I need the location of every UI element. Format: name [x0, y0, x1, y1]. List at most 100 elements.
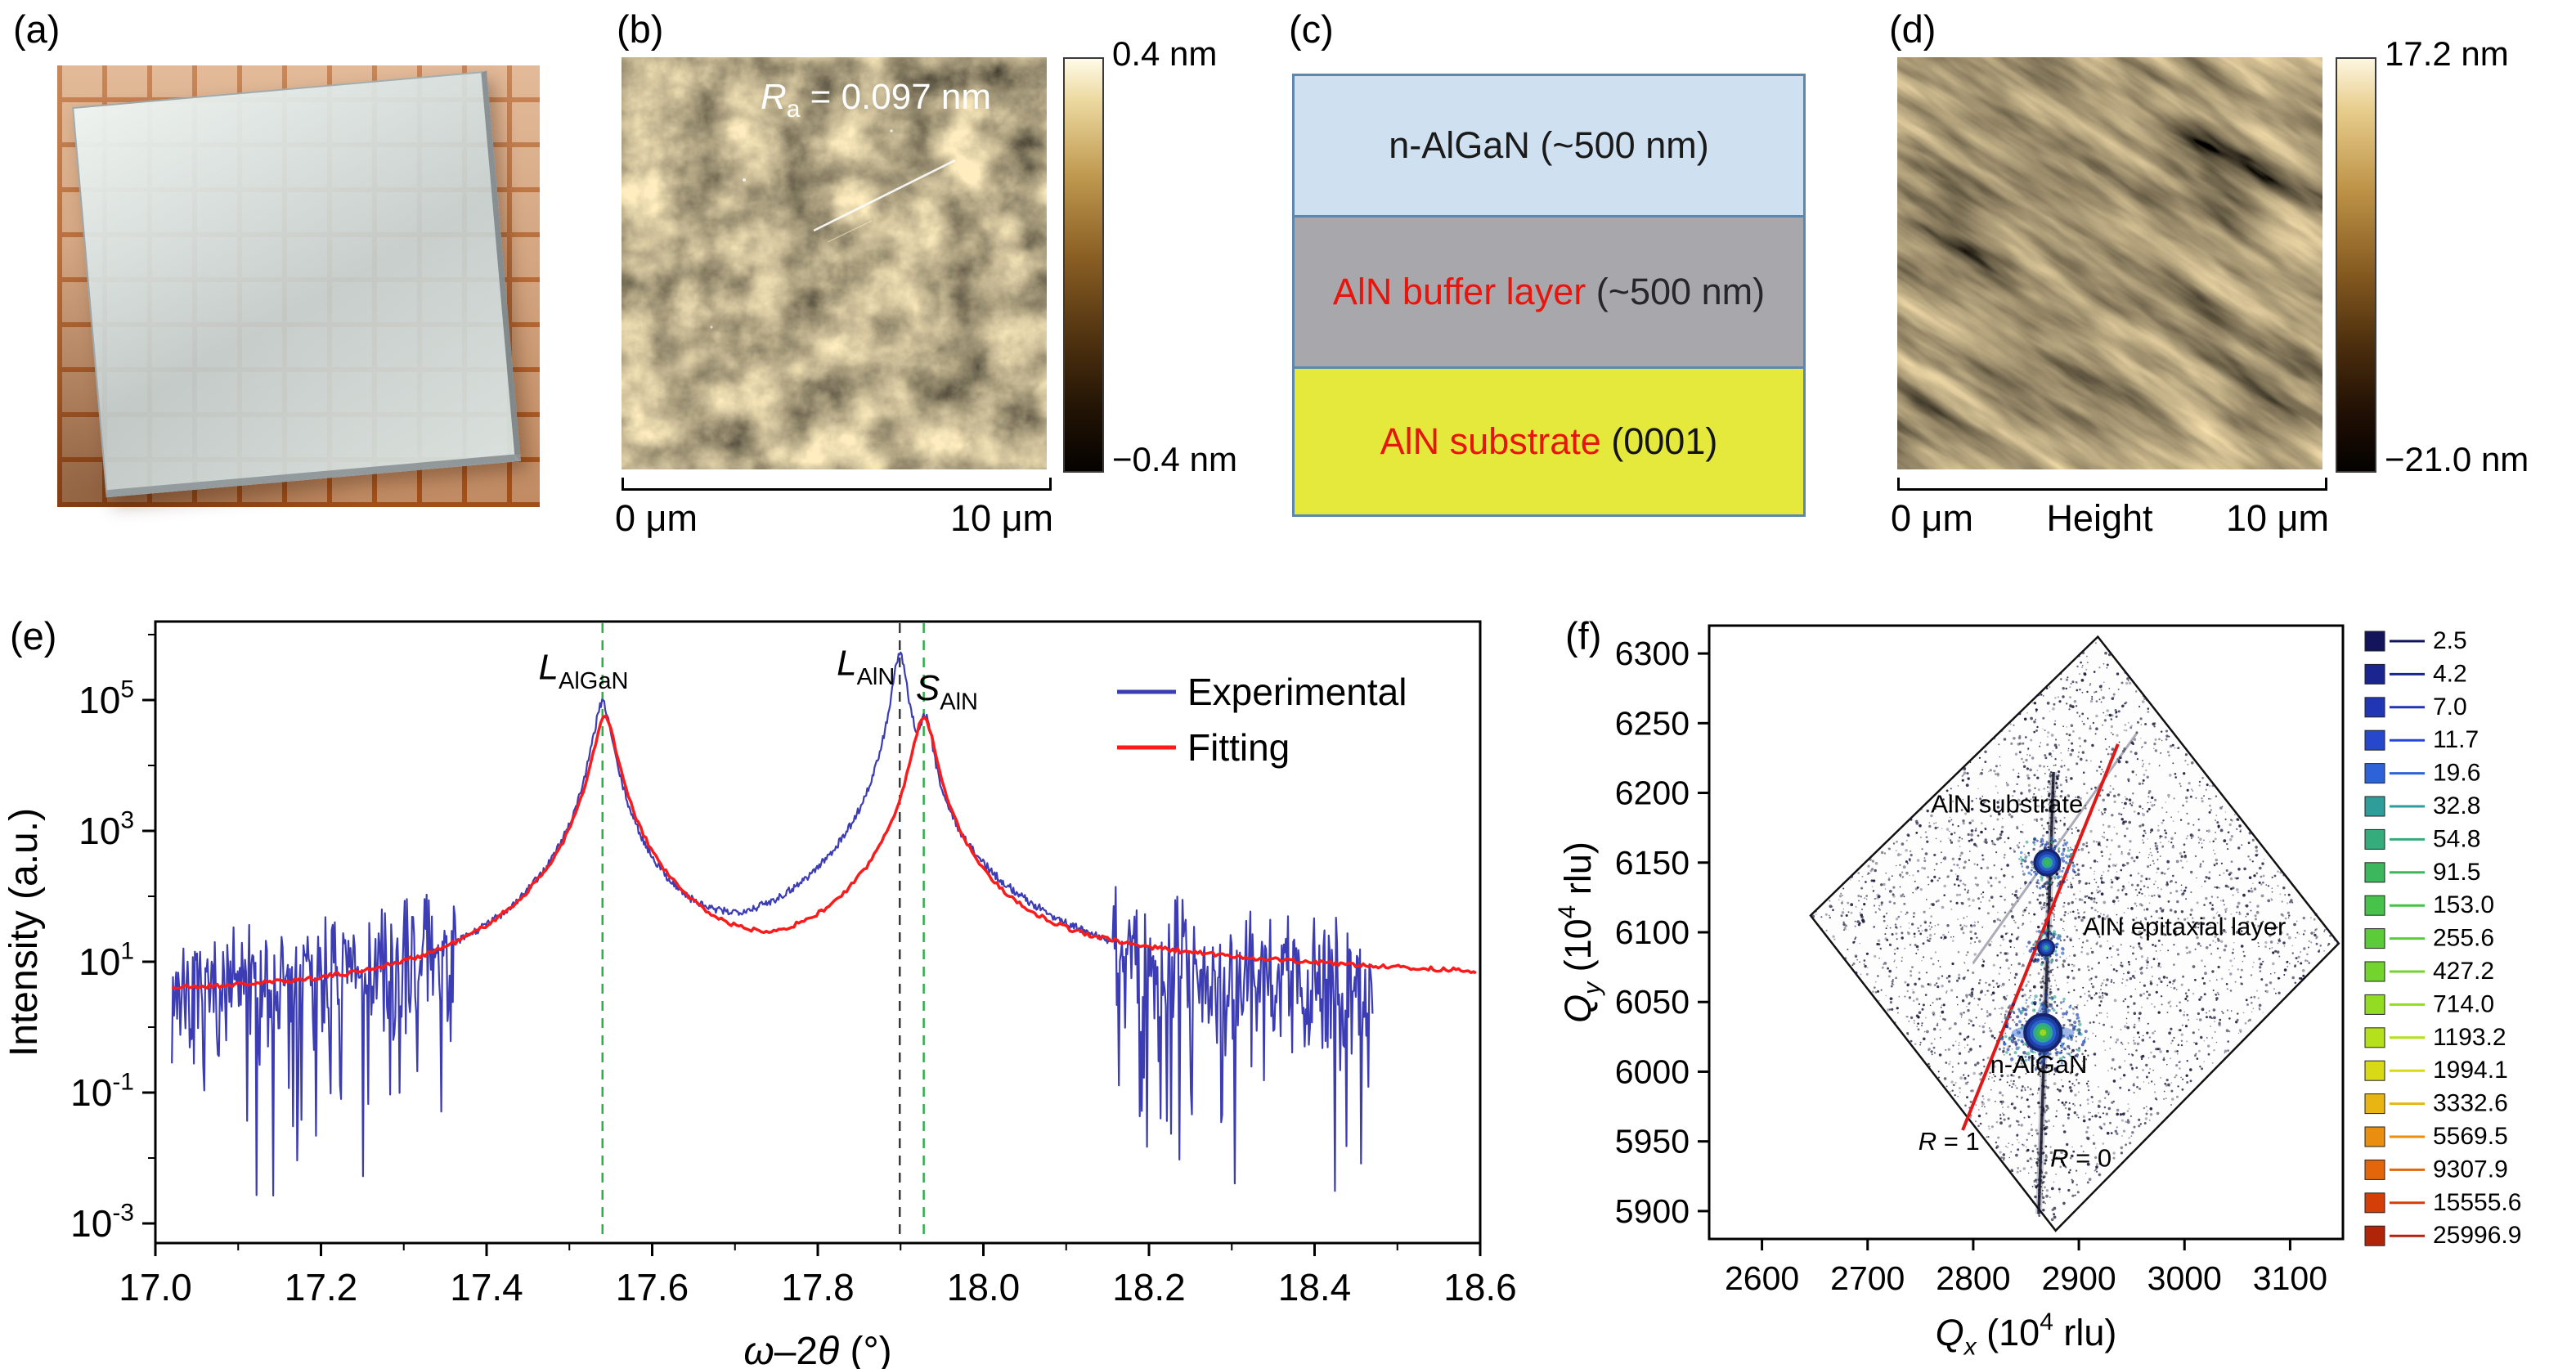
- scalebar-b-left: 0 μm: [615, 497, 698, 539]
- x-tick-label: 2600: [1725, 1259, 1799, 1297]
- y-tick-label: 10-3: [70, 1200, 134, 1245]
- xrd-plot: 17.0 17.2 17.4 17.6 17.8 18.0 18.2 18.4 18.6 105 1…: [2, 620, 1517, 1369]
- intensity-value: 11.7: [2433, 726, 2479, 753]
- scalebar-d: [1897, 478, 2327, 491]
- intensity-swatch: [2364, 763, 2385, 784]
- layer-n-algan-thickness: (~500 nm): [1529, 124, 1709, 166]
- y-tick-label: 5900: [1615, 1192, 1690, 1230]
- x-tick-label: 17.4: [450, 1266, 523, 1308]
- peak-label-algan: LAlGaN: [539, 647, 629, 693]
- afm-image-d: [1897, 57, 2322, 469]
- roughness-annotation: Ra = 0.097 nm: [761, 77, 991, 123]
- x-axis-title: ω–2θ (°): [743, 1330, 891, 1369]
- plot-frame: [154, 620, 1482, 1245]
- intensity-swatch: [2364, 1126, 2385, 1147]
- intensity-swatch: [2364, 928, 2385, 949]
- y-axis-title: Intensity (a.u.): [2, 808, 46, 1057]
- legend-label: Experimental: [1187, 671, 1407, 713]
- intensity-swatch: [2364, 895, 2385, 916]
- rsm-annotation-1: AlN epitaxial layer: [2083, 912, 2286, 940]
- layer-aln-buffer-name: AlN buffer layer: [1332, 271, 1586, 312]
- roughness-symbol: R: [761, 77, 787, 117]
- colorbar-b-min: −0.4 nm: [1112, 440, 1237, 478]
- rsm-plot: AlN substrate AlN epitaxial layer n-AlGaN R…: [1554, 624, 2521, 1361]
- scalebar-b-labels: 0 μm 10 μm: [615, 497, 1053, 540]
- rsm-annotation-0: AlN substrate: [1931, 789, 2083, 818]
- intensity-value: 7.0: [2433, 693, 2467, 720]
- intensity-value: 25996.9: [2433, 1222, 2521, 1249]
- scalebar-d-center: Height: [2046, 497, 2153, 539]
- intensity-value: 15555.6: [2433, 1189, 2521, 1216]
- speckle-layer: [1811, 642, 2340, 1222]
- panel-b-label: (b): [617, 7, 664, 51]
- y-tick-label: 6200: [1615, 774, 1690, 812]
- scalebar-b: [622, 478, 1052, 491]
- colorbar-d: [2336, 57, 2376, 473]
- intensity-value: 153.0: [2433, 891, 2494, 918]
- diffraction-peak-0: [2018, 836, 2076, 891]
- intensity-swatch: [2364, 1093, 2385, 1115]
- scalebar-d-right: 10 μm: [2226, 497, 2329, 539]
- scalebar-d-left: 0 μm: [1891, 497, 1973, 539]
- panel-e-label: (e): [10, 614, 57, 658]
- intensity-swatch: [2364, 631, 2385, 652]
- afm-b-scratch: [710, 129, 956, 329]
- x-axis-title: Qx (104 rlu): [1936, 1308, 2117, 1361]
- intensity-value: 714.0: [2433, 990, 2494, 1017]
- legend-label: Fitting: [1187, 726, 1290, 769]
- x-tick-label: 3000: [2147, 1259, 2222, 1297]
- relaxation-line: [1961, 743, 2120, 1131]
- afm-d-texture: [1897, 57, 2322, 469]
- afm-b-texture: [622, 57, 1047, 469]
- intensity-value: 427.2: [2433, 958, 2494, 985]
- panel-d-label: (d): [1889, 7, 1936, 51]
- layer-aln-buffer-thickness: (~500 nm): [1586, 271, 1766, 312]
- intensity-swatch: [2364, 697, 2385, 718]
- layer-n-algan-name: n-AlGaN: [1389, 124, 1530, 166]
- intensity-value: 3332.6: [2433, 1090, 2508, 1117]
- y-tick-label: 105: [79, 676, 134, 721]
- y-axis-title: Qy (104 rlu): [1554, 842, 1606, 1023]
- y-tick-label: 6050: [1615, 983, 1690, 1021]
- peak-label-aln: LAlN: [837, 644, 895, 690]
- xrd-scan-chart: 17.0 17.2 17.4 17.6 17.8 18.0 18.2 18.4 18.6 105 1…: [2, 620, 1517, 1369]
- y-tick-label: 10-1: [70, 1069, 134, 1114]
- intensity-swatch: [2364, 1225, 2385, 1246]
- series-fitting: [172, 714, 1477, 990]
- colorbar-d-min: −21.0 nm: [2385, 440, 2529, 478]
- x-tick-label: 3100: [2253, 1259, 2327, 1297]
- x-tick-label: 2800: [1936, 1259, 2010, 1297]
- y-tick-label: 6150: [1615, 844, 1690, 882]
- y-tick-label: 6100: [1615, 913, 1690, 951]
- intensity-value: 9307.9: [2433, 1156, 2508, 1183]
- x-tick-label: 17.0: [119, 1266, 192, 1308]
- y-tick-label: 6250: [1615, 704, 1690, 742]
- rsm-annotation-2: n-AlGaN: [1990, 1050, 2088, 1079]
- intensity-swatch: [2364, 1060, 2385, 1081]
- intensity-value: 32.8: [2433, 792, 2480, 819]
- x-tick-label: 18.6: [1443, 1266, 1517, 1308]
- rsm-annotation-4: R = 0: [2050, 1143, 2112, 1172]
- intensity-value: 1193.2: [2433, 1024, 2506, 1051]
- layer-aln-substrate-name: AlN substrate: [1380, 420, 1601, 462]
- x-tick-label: 18.0: [947, 1266, 1021, 1308]
- sample-photo: [57, 65, 540, 507]
- layer-aln-substrate: AlN substrate (0001): [1292, 366, 1806, 517]
- colorbar-d-max: 17.2 nm: [2385, 34, 2509, 73]
- intensity-swatch: [2364, 828, 2385, 850]
- roughness-subscript: a: [786, 95, 801, 123]
- reciprocal-space-map: AlN substrate AlN epitaxial layer n-AlGaN R…: [1554, 624, 2521, 1361]
- intensity-swatch: [2364, 1027, 2385, 1048]
- scalebar-d-labels: 0 μm Height 10 μm: [1891, 497, 2329, 540]
- roughness-value: = 0.097 nm: [800, 77, 992, 117]
- x-tick-label: 17.8: [781, 1266, 855, 1308]
- y-tick-label: 103: [79, 807, 134, 852]
- intensity-value: 19.6: [2433, 760, 2480, 787]
- intensity-swatch: [2364, 994, 2385, 1015]
- intensity-value: 1994.1: [2433, 1057, 2508, 1084]
- colorbar-b-max: 0.4 nm: [1112, 34, 1218, 73]
- substrate-crystal: [72, 70, 521, 498]
- x-tick-label: 18.2: [1112, 1266, 1186, 1308]
- x-tick-label: 2700: [1830, 1259, 1905, 1297]
